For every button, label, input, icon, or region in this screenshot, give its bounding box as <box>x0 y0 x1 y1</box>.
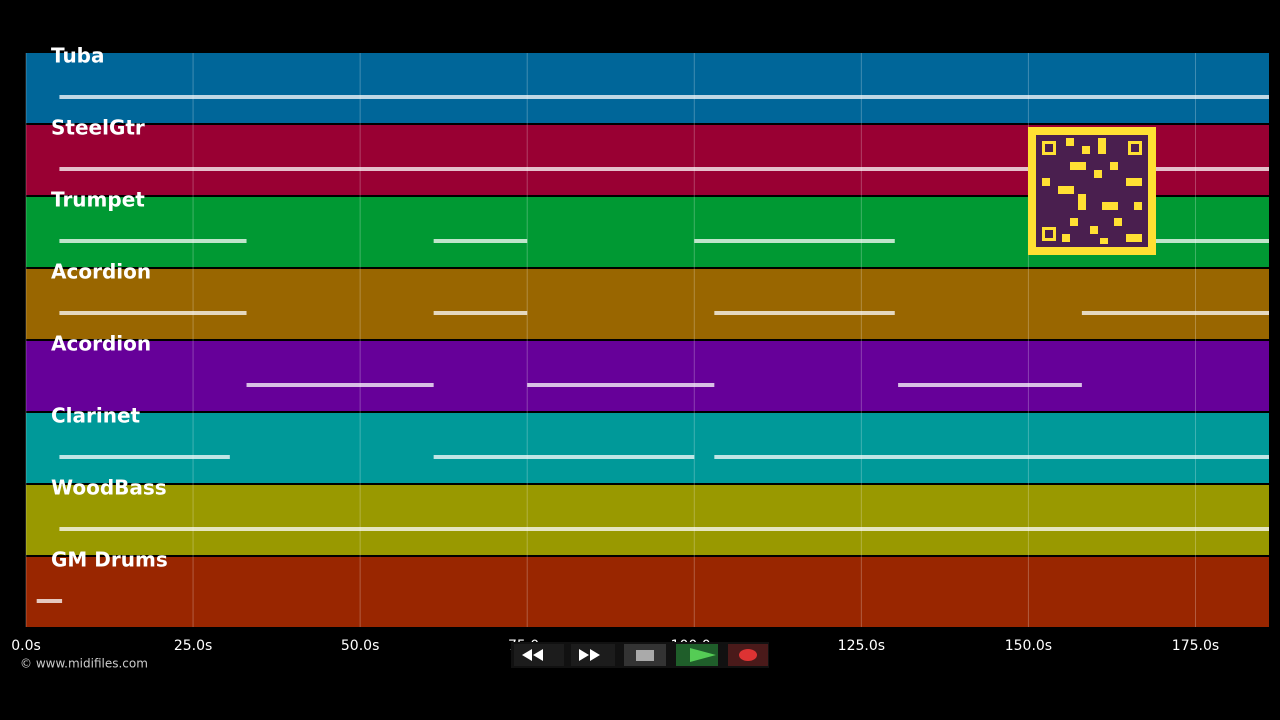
note-span <box>527 383 715 387</box>
note-span <box>433 455 695 459</box>
copyright: © www.midifiles.com <box>20 657 148 671</box>
tracks: Tuba SteelGtr Trumpet Acordion Acordion Clari… <box>25 44 1270 627</box>
stop-button[interactable] <box>624 644 666 666</box>
time-tick-label: 0.0s <box>11 638 41 654</box>
note-span <box>59 95 1270 99</box>
track-band <box>26 53 1269 123</box>
note-span <box>59 239 247 243</box>
note-span <box>1155 239 1269 243</box>
rewind-button[interactable] <box>514 644 564 666</box>
track-band <box>26 341 1269 411</box>
time-tick-label: 25.0s <box>174 638 212 654</box>
note-span <box>898 383 1082 387</box>
time-tick-label: 50.0s <box>341 638 379 654</box>
fast-forward-button[interactable] <box>571 644 615 666</box>
note-span <box>1081 311 1269 315</box>
note-span <box>433 311 528 315</box>
track-band <box>26 413 1269 483</box>
note-span <box>694 239 895 243</box>
track-name: Acordion <box>51 260 151 284</box>
note-span <box>59 527 1270 531</box>
time-tick-label: 175.0s <box>1172 638 1219 654</box>
record-button[interactable] <box>728 644 768 666</box>
track-band <box>26 557 1269 627</box>
track-band <box>26 269 1269 339</box>
track-name: SteelGtr <box>51 116 145 140</box>
note-span <box>59 167 1270 171</box>
note-span <box>714 455 1269 459</box>
track-name: Tuba <box>51 44 105 68</box>
note-span <box>714 311 895 315</box>
time-tick-label: 150.0s <box>1005 638 1052 654</box>
qr-code <box>1028 127 1156 255</box>
note-span <box>433 239 528 243</box>
track-name: Acordion <box>51 332 151 356</box>
track-name: WoodBass <box>51 476 167 500</box>
track-name: GM Drums <box>51 548 168 572</box>
note-span <box>246 383 434 387</box>
track-name: Trumpet <box>51 188 145 212</box>
note-span <box>36 599 63 603</box>
track-name: Clarinet <box>51 404 141 428</box>
note-span <box>59 311 247 315</box>
time-tick-label: 125.0s <box>838 638 885 654</box>
track-band <box>26 485 1269 555</box>
note-span <box>59 455 230 459</box>
play-button[interactable] <box>676 644 718 666</box>
transport-controls <box>511 642 769 668</box>
